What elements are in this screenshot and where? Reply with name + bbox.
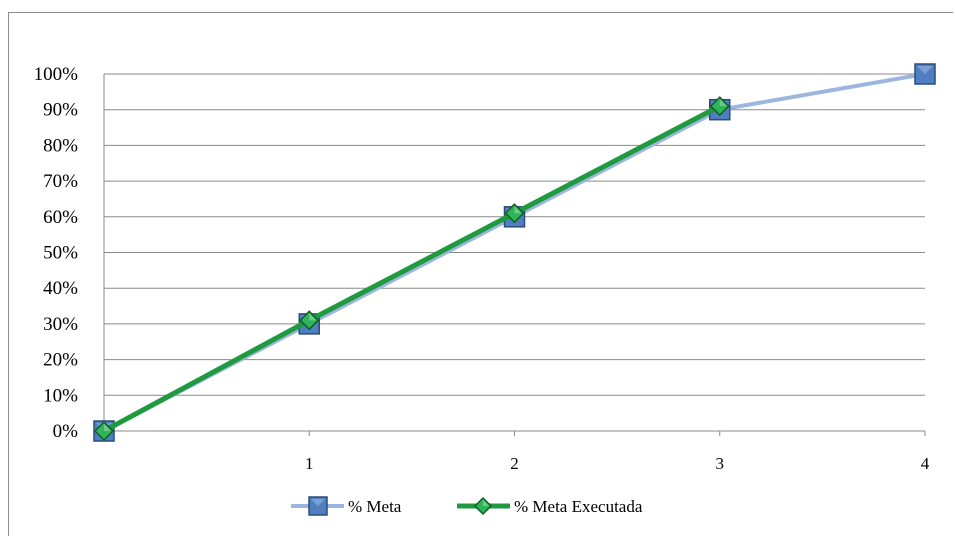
legend-marker-meta [308, 496, 328, 516]
y-tick-label: 0% [53, 421, 79, 442]
y-tick-label: 50% [43, 243, 78, 264]
marker-square-highlight [311, 499, 325, 506]
marker-diamond-highlight [514, 206, 522, 214]
marker-diamond-highlight [309, 313, 317, 321]
series [93, 63, 936, 442]
marker-diamond-body [473, 496, 493, 516]
legend-marker-meta-executada [473, 496, 493, 516]
y-tick-label: 40% [43, 278, 78, 299]
x-tick-label: 2 [510, 454, 519, 473]
x-tick-label: 4 [921, 454, 930, 473]
legend-label-meta: % Meta [348, 497, 402, 516]
x-tick-label: 1 [305, 454, 314, 473]
y-tick-label: 60% [43, 207, 78, 228]
y-tick-labels: 0% 10% 20% 30% 40% 50% 60% 70% 80% 90% 100% [34, 64, 79, 442]
data-point-meta [914, 63, 936, 85]
gridlines [104, 73, 925, 396]
marker-diamond-highlight [104, 424, 111, 431]
y-tick-label: 100% [34, 64, 79, 85]
legend: % Meta % Meta Executada [291, 496, 643, 516]
series-line-meta-executada [101, 103, 723, 434]
y-tick-label: 10% [43, 385, 78, 406]
legend-label-meta-executada: % Meta Executada [514, 497, 643, 516]
chart-frame [8, 12, 953, 536]
marker-diamond-body [709, 96, 730, 117]
marker-square-highlight [917, 66, 933, 74]
marker-diamond-highlight [483, 500, 489, 506]
marker-diamond-highlight [719, 99, 727, 107]
data-point-meta-executada [709, 96, 730, 117]
marker-square-body [308, 496, 328, 516]
data-point-meta-executada [299, 310, 320, 331]
x-tick-label: 3 [716, 454, 725, 473]
axes [103, 74, 926, 436]
x-tick-labels: 1 2 3 4 [305, 454, 930, 473]
y-tick-label: 70% [43, 171, 78, 192]
marker-diamond-body [504, 203, 525, 224]
marker-diamond-body [299, 310, 320, 331]
data-point-meta-executada [93, 420, 115, 442]
y-tick-label: 90% [43, 100, 78, 121]
y-tick-label: 20% [43, 350, 78, 371]
y-tick-label: 80% [43, 135, 78, 156]
marker-diamond-body [93, 420, 115, 442]
data-point-meta-executada [504, 203, 525, 224]
marker-square-body [914, 63, 936, 85]
y-tick-label: 30% [43, 314, 78, 335]
